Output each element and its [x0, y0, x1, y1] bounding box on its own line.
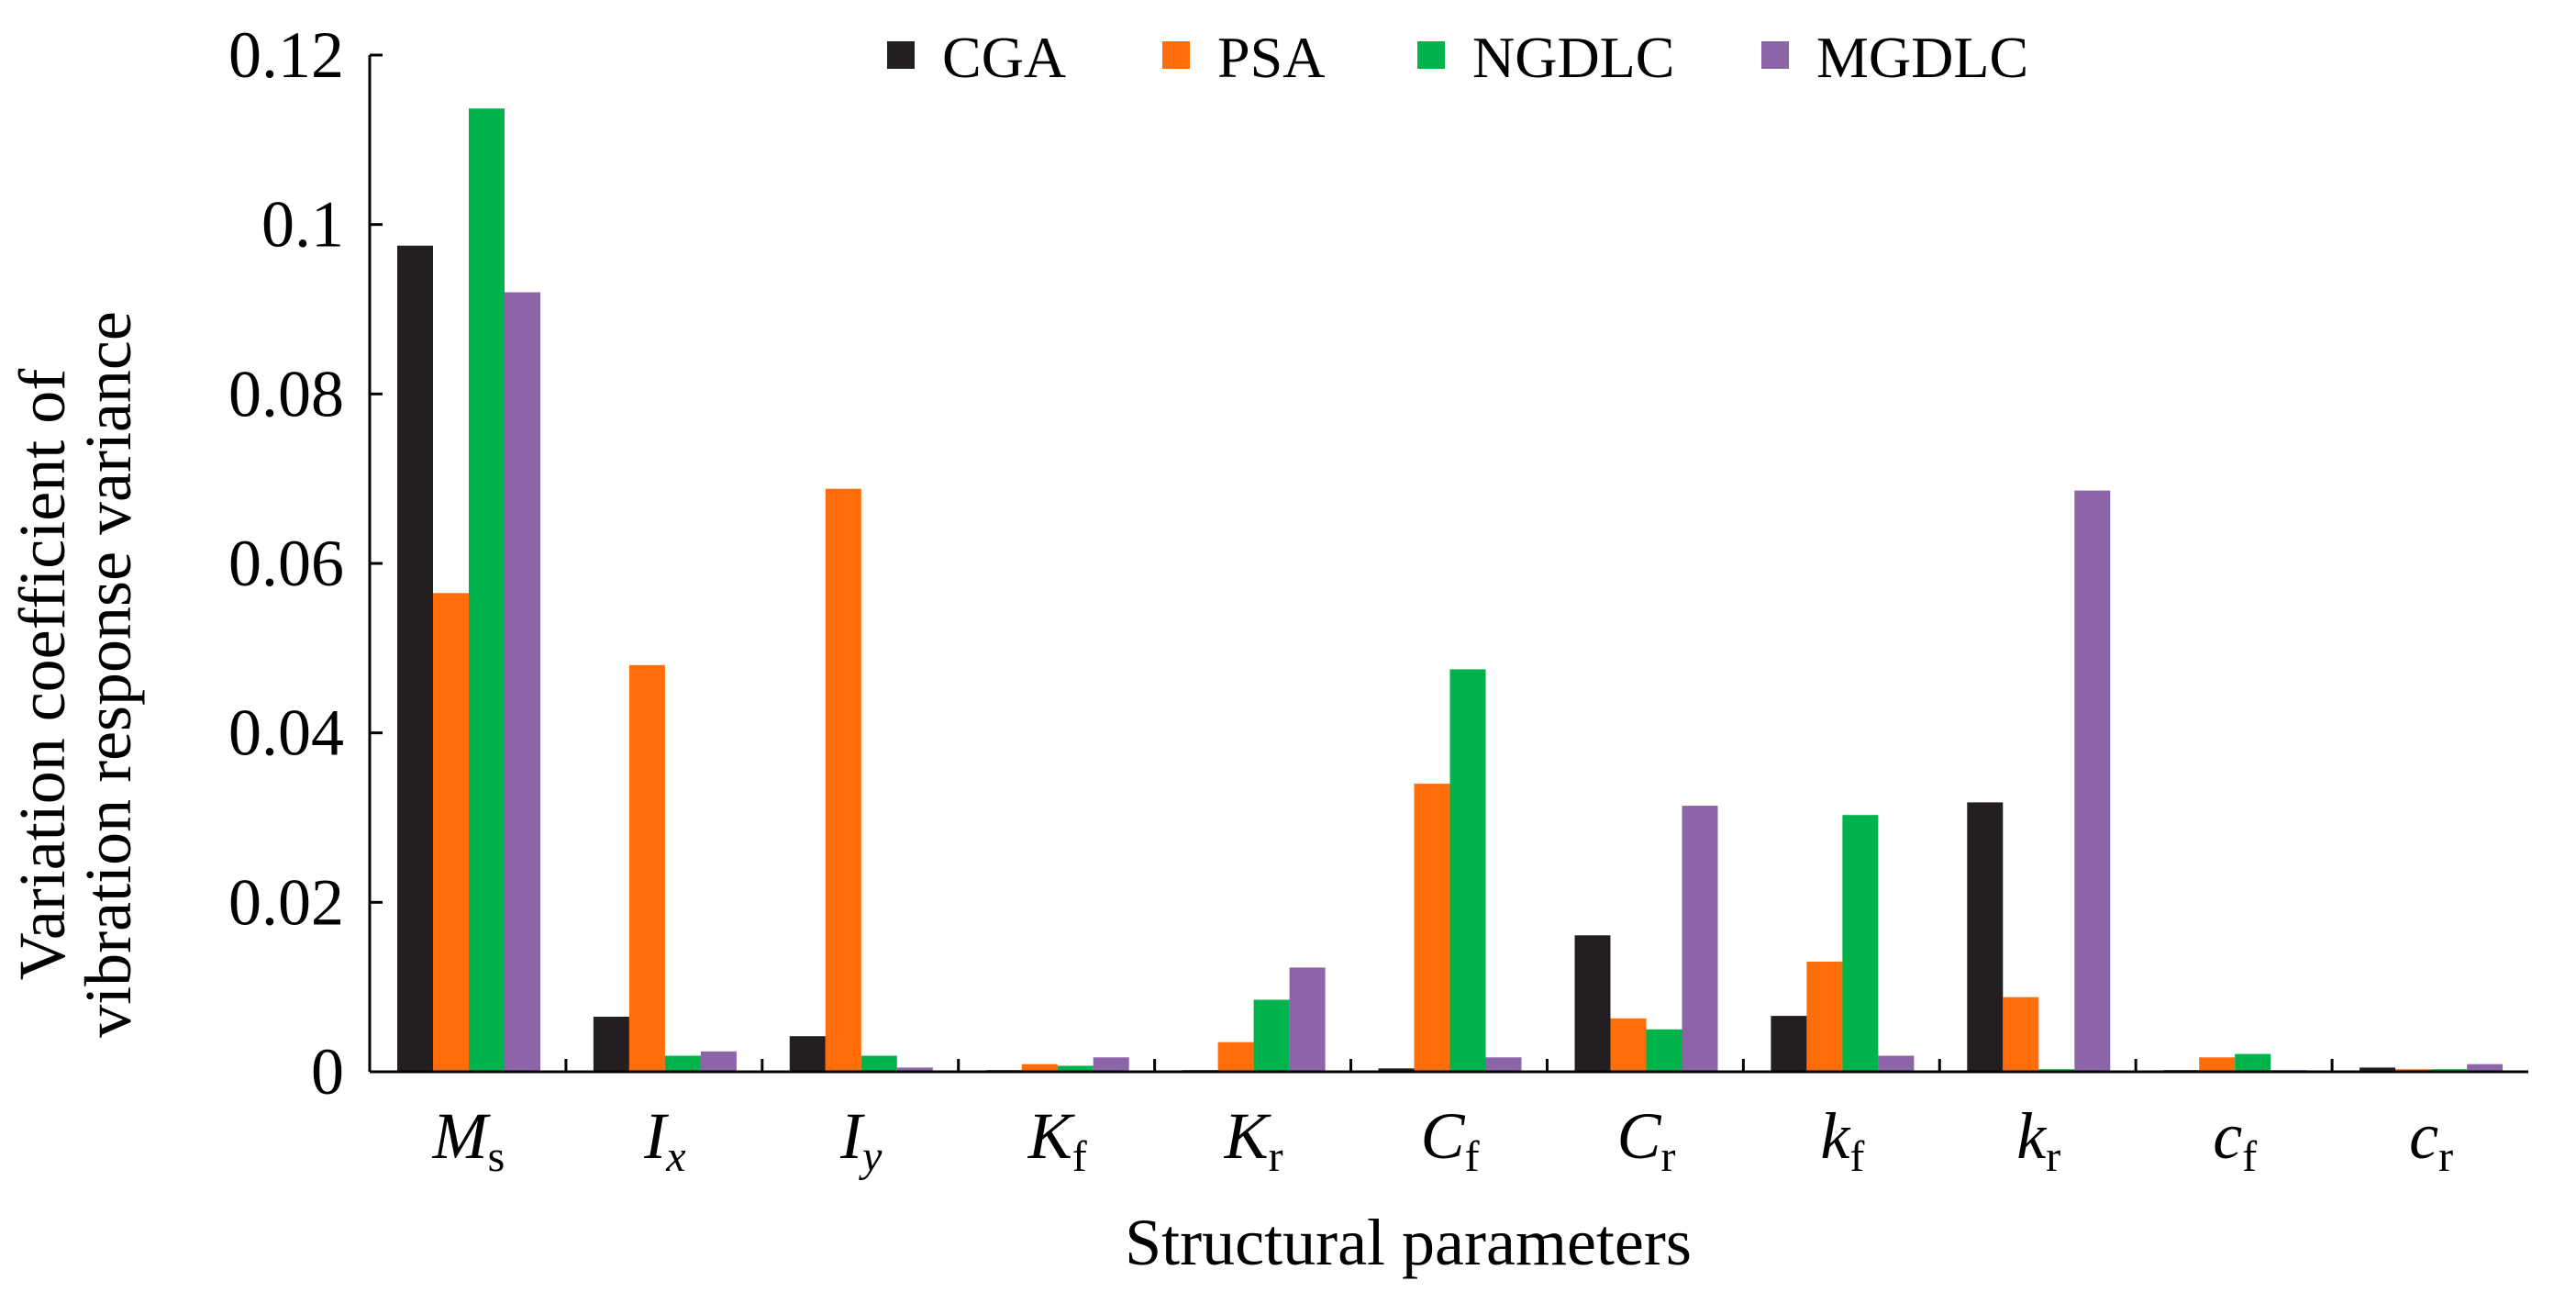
bar-ngdlc-5: [1449, 669, 1486, 1072]
bar-mgdlc-8: [2074, 490, 2111, 1072]
bar-psa-3: [1021, 1064, 1058, 1072]
y-tick-label: 0.08: [228, 357, 344, 430]
x-tick-label: cf: [2213, 1099, 2257, 1181]
x-tick-label: Cr: [1616, 1099, 1675, 1181]
legend-swatch-cga: [887, 41, 915, 69]
bar-mgdlc-5: [1485, 1057, 1522, 1072]
bar-psa-6: [1610, 1018, 1647, 1072]
bar-psa-9: [2199, 1057, 2236, 1072]
legend-swatch-ngdlc: [1417, 41, 1445, 69]
bars-layer: [397, 108, 2504, 1073]
bar-cga-6: [1574, 935, 1611, 1072]
bar-ngdlc-6: [1646, 1029, 1682, 1072]
y-ticks-layer: 0 0.02 0.04 0.06 0.08 0.1 0.12: [228, 18, 383, 1108]
x-tick-label: cr: [2409, 1099, 2453, 1181]
x-tick-label: Kf: [1027, 1099, 1087, 1181]
bar-cga-10: [2359, 1067, 2396, 1072]
x-tick-label: kr: [2016, 1099, 2060, 1181]
bar-ngdlc-3: [1057, 1065, 1094, 1072]
legend-label-psa: PSA: [1217, 25, 1325, 90]
bar-ngdlc-9: [2235, 1053, 2271, 1072]
bar-ngdlc-0: [469, 108, 505, 1073]
bar-mgdlc-0: [505, 292, 540, 1072]
bar-mgdlc-7: [1878, 1055, 1915, 1072]
bar-ngdlc-1: [664, 1055, 701, 1072]
bar-mgdlc-10: [2467, 1064, 2504, 1072]
bar-psa-1: [628, 664, 665, 1072]
y-axis-title-line-1: Variation coefficient of: [6, 369, 79, 980]
y-axis-title: Variation coefficient of vibration respo…: [6, 311, 145, 1038]
bar-mgdlc-6: [1682, 806, 1718, 1072]
y-tick-label: 0.06: [228, 527, 344, 600]
legend: CGA PSA NGDLC MGDLC: [887, 25, 2028, 90]
bar-cga-7: [1771, 1016, 1807, 1072]
x-tick-label: Iy: [839, 1099, 883, 1181]
y-tick-label: 0.1: [261, 188, 344, 262]
bar-ngdlc-2: [861, 1055, 897, 1072]
bar-cga-1: [593, 1017, 629, 1072]
x-tick-label: Ix: [643, 1099, 685, 1181]
bar-mgdlc-1: [700, 1051, 737, 1072]
bar-ngdlc-4: [1253, 999, 1290, 1072]
bar-cga-5: [1378, 1068, 1415, 1072]
y-tick-label: 0.02: [228, 865, 344, 939]
bar-cga-0: [397, 245, 433, 1072]
bar-ngdlc-7: [1842, 815, 1879, 1072]
bar-mgdlc-3: [1093, 1057, 1129, 1072]
bar-psa-7: [1806, 962, 1843, 1072]
legend-swatch-mgdlc: [1761, 41, 1789, 69]
x-axis-title: Structural parameters: [1125, 1206, 1692, 1279]
bar-mgdlc-4: [1289, 967, 1326, 1072]
legend-swatch-psa: [1162, 41, 1190, 69]
y-tick-label: 0: [311, 1035, 344, 1108]
bar-psa-0: [433, 593, 469, 1072]
y-axis-title-line-2: vibration response variance: [72, 311, 145, 1038]
bar-psa-4: [1217, 1041, 1254, 1072]
x-tick-label: kf: [1820, 1099, 1864, 1181]
bar-psa-2: [825, 488, 861, 1072]
legend-label-cga: CGA: [942, 25, 1066, 90]
x-tick-label: Cf: [1421, 1099, 1480, 1181]
x-tick-label: Ms: [432, 1099, 505, 1181]
bar-cga-2: [789, 1036, 826, 1072]
x-tick-label: Kr: [1224, 1099, 1283, 1181]
bar-psa-8: [2003, 997, 2039, 1072]
bar-cga-8: [1967, 802, 2004, 1072]
bar-psa-5: [1414, 784, 1450, 1072]
legend-label-mgdlc: MGDLC: [1816, 25, 2028, 90]
legend-label-ngdlc: NGDLC: [1472, 25, 1674, 90]
x-ticks-layer: Ms Ix Iy Kf Kr Cf Cr kf kr cf cr: [432, 1059, 2453, 1181]
bar-mgdlc-2: [896, 1067, 933, 1072]
y-tick-label: 0.04: [228, 696, 344, 770]
y-tick-label: 0.12: [228, 18, 344, 92]
